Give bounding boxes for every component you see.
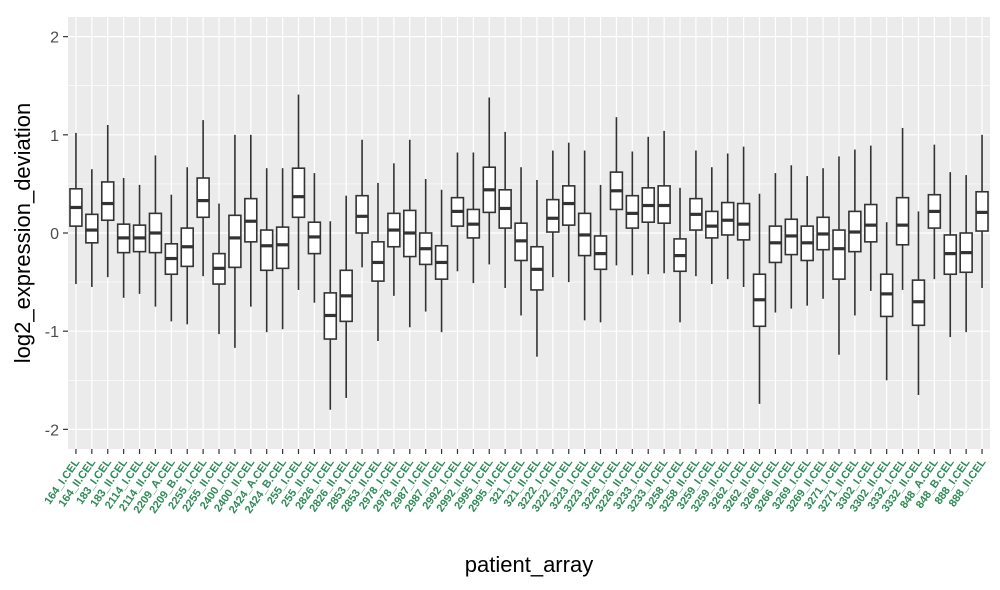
box-3332_II.CEL (911, 211, 926, 395)
box-2255_II.CEL (212, 203, 226, 335)
box-3302_II.CEL (879, 222, 894, 381)
box-3259_II.CEL (720, 153, 735, 280)
box-2424_B.CEL (275, 168, 290, 330)
box-2826_II.CEL (339, 195, 353, 398)
box-888_I.CEL (959, 175, 973, 333)
box-iqr (864, 203, 878, 243)
box-2995_I.CEL (482, 97, 497, 265)
y-tick-label: -2 (45, 422, 59, 439)
box-iqr (736, 202, 751, 241)
box-iqr (291, 167, 306, 219)
box-iqr (275, 226, 290, 270)
y-axis: -2 -1 0 1 2 (45, 30, 68, 439)
box-3259_I.CEL (705, 167, 719, 285)
box-2114_I.CEL (132, 184, 147, 294)
box-2987_I.CEL (418, 179, 433, 312)
box-2853_II.CEL (371, 182, 385, 341)
box-3266_I.CEL (768, 173, 783, 313)
box-2114_II.CEL (148, 155, 163, 307)
box-3258_II.CEL (689, 150, 703, 277)
box-2424_A.CEL (259, 168, 274, 333)
box-3226_I.CEL (609, 117, 624, 266)
box-iqr (832, 229, 846, 280)
box-2400_I.CEL (228, 134, 242, 348)
box-255_I.CEL (291, 94, 306, 290)
box-2987_II.CEL (434, 189, 449, 333)
box-2995_II.CEL (498, 131, 512, 288)
box-iqr (259, 229, 274, 272)
box-3258_I.CEL (673, 187, 687, 323)
box-3332_I.CEL (895, 127, 910, 290)
box-255_II.CEL (307, 173, 322, 303)
y-tick-label: 2 (50, 30, 59, 47)
box-183_II.CEL (116, 178, 131, 298)
box-3233_I.CEL (641, 136, 655, 275)
box-2826_I.CEL (323, 221, 338, 410)
x-axis: 164_I.CEL164_II.CEL183_I.CEL183_II.CEL21… (42, 449, 989, 516)
box-2978_I.CEL (387, 163, 401, 296)
box-3223_I.CEL (577, 150, 592, 321)
box-3222_I.CEL (546, 150, 560, 278)
box-3269_II.CEL (816, 168, 830, 299)
box-2992_I.CEL (450, 152, 465, 272)
box-848_A.CEL (927, 144, 942, 280)
box-2255_I.CEL (196, 120, 210, 277)
box-series (69, 94, 989, 410)
box-888_II.CEL (975, 134, 989, 288)
box-321_II.CEL (530, 179, 544, 357)
box-164_I.CEL (69, 132, 83, 285)
box-848_B.CEL (943, 172, 958, 338)
box-iqr (100, 181, 115, 222)
box-3266_II.CEL (784, 165, 799, 309)
box-3262_II.CEL (752, 193, 767, 404)
box-3233_II.CEL (657, 130, 671, 274)
box-iqr (355, 194, 369, 234)
box-164_II.CEL (85, 169, 99, 287)
box-3226_II.CEL (625, 151, 640, 276)
box-321_I.CEL (514, 167, 528, 316)
box-2209_B.CEL (180, 167, 194, 325)
box-iqr (895, 196, 910, 246)
box-iqr (196, 177, 210, 219)
box-3269_I.CEL (800, 176, 814, 306)
box-3262_I.CEL (736, 146, 751, 287)
box-3222_II.CEL (561, 142, 576, 283)
y-tick-label: -1 (45, 324, 59, 341)
box-2978_II.CEL (403, 139, 417, 328)
box-3271_II.CEL (848, 149, 862, 316)
y-tick-label: 0 (50, 226, 59, 243)
box-3271_I.CEL (832, 156, 846, 355)
box-2400_II.CEL (244, 134, 258, 307)
box-iqr (546, 198, 560, 233)
box-2992_II.CEL (466, 152, 481, 284)
box-183_I.CEL (100, 125, 115, 278)
box-2209_A.CEL (164, 194, 179, 322)
box-iqr (228, 214, 242, 269)
y-tick-label: 1 (50, 128, 59, 145)
box-iqr (561, 185, 576, 226)
box-3223_II.CEL (593, 184, 608, 323)
x-axis-title: patient_array (465, 552, 593, 577)
y-axis-title: log2_expression_deviation (10, 103, 35, 364)
box-2853_I.CEL (355, 139, 369, 268)
box-3302_I.CEL (864, 145, 878, 291)
